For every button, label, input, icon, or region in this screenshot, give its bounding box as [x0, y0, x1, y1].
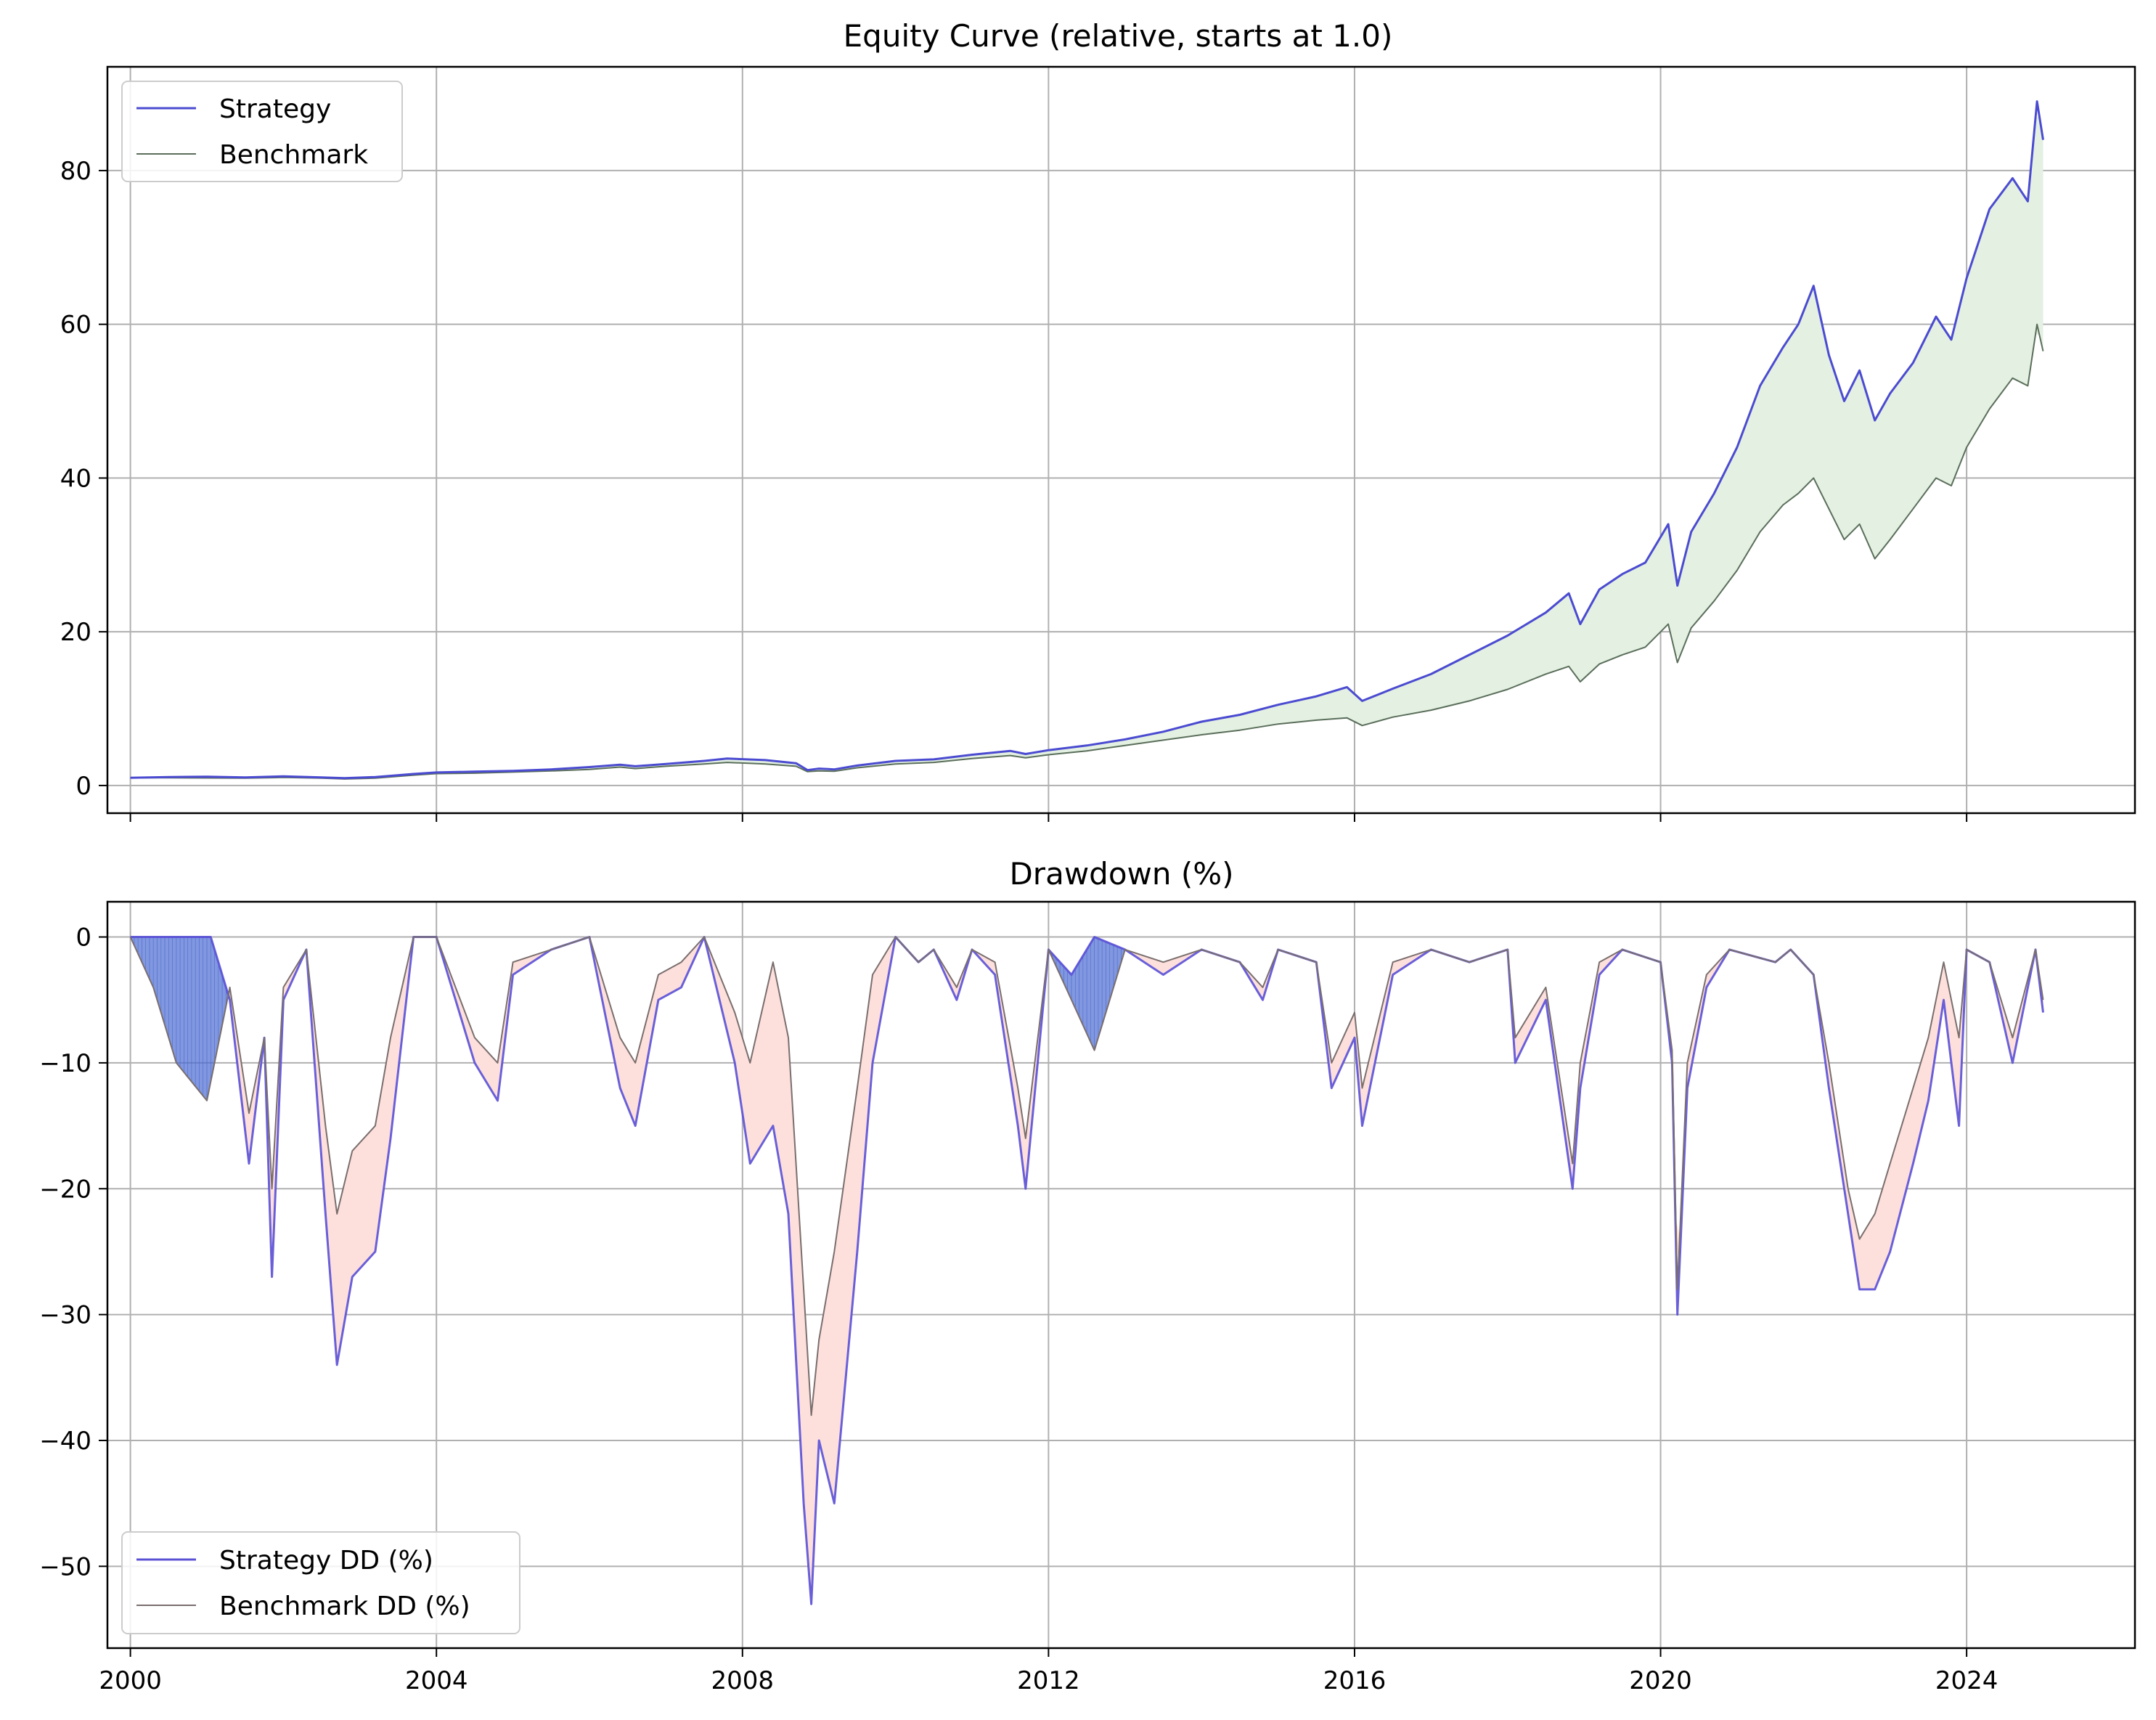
drawdown-difference-fill [661, 970, 666, 998]
drawdown-difference-fill [356, 1141, 361, 1273]
drawdown-difference-fill [761, 995, 766, 1146]
legend-label-benchmark: Benchmark [219, 140, 368, 170]
drawdown-difference-fill [822, 1295, 827, 1472]
legend-label-strategy-dd: Strategy DD (%) [219, 1546, 433, 1576]
drawdown-difference-fill [754, 1029, 759, 1158]
drawdown-difference-fill [164, 937, 169, 1038]
drawdown-difference-fill [1090, 936, 1095, 1051]
drawdown-difference-fill [352, 1146, 356, 1278]
drawdown-difference-fill [187, 937, 192, 1083]
drawdown-x-tick-label: 2004 [405, 1666, 468, 1695]
equity-lines [130, 100, 2044, 780]
drawdown-difference-fill [199, 937, 203, 1097]
drawdown-difference-fill [830, 1251, 835, 1504]
drawdown-x-tick-label: 2024 [1935, 1666, 1998, 1695]
drawdown-difference-fill [367, 1129, 372, 1261]
drawdown-difference-fill [195, 937, 200, 1092]
drawdown-axes-frame [106, 900, 2136, 1650]
equity-legend: Strategy Benchmark [121, 81, 403, 182]
drawdown-x-tick-label: 2008 [711, 1666, 775, 1695]
drawdown-difference-fill [666, 968, 670, 996]
drawdown-difference-fill [658, 972, 663, 1000]
equity-y-tick-label: 20 [60, 618, 91, 647]
drawdown-y-tick-label: −30 [39, 1301, 91, 1330]
drawdown-difference-fill [677, 961, 682, 990]
equity-y-tick-label: 0 [75, 772, 91, 801]
drawdown-difference-fill [673, 963, 678, 993]
drawdown-panel: Drawdown (%) 2000 2004 2008 2012 2016 2020 202… [39, 856, 2136, 1695]
drawdown-difference-fill [371, 1125, 376, 1257]
drawdown-legend: Strategy DD (%) Benchmark DD (%) [121, 1531, 520, 1634]
equity-legend-box [121, 81, 403, 182]
drawdown-difference-fill [363, 1133, 368, 1265]
drawdown-lines [129, 936, 2044, 1605]
drawdown-y-tick-label: −10 [39, 1049, 91, 1078]
equity-curve-title: Equity Curve (relative, starts at 1.0) [844, 18, 1393, 54]
drawdown-ticks: 2000 2004 2008 2012 2016 2020 2024 0 −10 −20 −30 −4… [39, 924, 1998, 1695]
legend-label-strategy: Strategy [219, 94, 331, 124]
equity-axes-frame [106, 65, 2136, 815]
equity-y-tick-label: 60 [60, 311, 91, 340]
drawdown-difference-fill [780, 1000, 785, 1192]
drawdown-difference-fill [1882, 1175, 1887, 1271]
drawdown-difference-fill [191, 937, 196, 1088]
drawdown-grid [107, 902, 2135, 1648]
drawdown-difference-fill [211, 937, 215, 1082]
drawdown-difference-fill [1866, 1219, 1871, 1290]
drawdown-difference-fill [1878, 1189, 1883, 1281]
drawdown-difference-fill [1094, 937, 1099, 1051]
drawdown-y-tick-label: −40 [39, 1427, 91, 1456]
drawdown-difference-fill [1086, 942, 1091, 1043]
drawdown-difference-fill [1863, 1226, 1868, 1290]
drawdown-difference-fill [769, 962, 774, 1133]
drawdown-legend-box [121, 1531, 520, 1634]
drawdown-difference-fill [776, 981, 781, 1170]
drawdown-difference-fill [1874, 1201, 1879, 1290]
drawdown-difference-fill [1871, 1212, 1875, 1290]
equity-y-tick-label: 80 [60, 157, 91, 186]
benchmark-equity-line [130, 323, 2044, 780]
drawdown-difference-fill [1079, 955, 1084, 1026]
drawdown-y-tick-label: −20 [39, 1175, 91, 1204]
strategy-equity-line [130, 100, 2044, 780]
drawdown-difference-fill [168, 937, 173, 1051]
drawdown-difference-fill [1859, 1231, 1864, 1290]
equity-outperformance-fill [130, 115, 2043, 779]
drawdown-title: Drawdown (%) [1009, 856, 1233, 892]
equity-ticks: 0 20 40 60 80 [60, 157, 1968, 822]
drawdown-difference-fill [757, 1012, 762, 1152]
drawdown-difference-fill [826, 1273, 831, 1488]
drawdown-x-tick-label: 2020 [1629, 1666, 1692, 1695]
drawdown-difference-fill [206, 937, 211, 1101]
drawdown-difference-fill [765, 979, 769, 1139]
drawdown-difference-fill [784, 1019, 789, 1214]
benchmark-drawdown-line [129, 936, 2044, 1417]
drawdown-x-tick-label: 2000 [99, 1666, 162, 1695]
drawdown-difference-fill [1886, 1163, 1890, 1262]
drawdown-x-tick-label: 2016 [1323, 1666, 1387, 1695]
drawdown-x-tick-label: 2012 [1017, 1666, 1080, 1695]
equity-y-tick-label: 40 [60, 464, 91, 493]
drawdown-y-tick-label: 0 [75, 924, 91, 953]
drawdown-difference-fill [203, 937, 208, 1101]
drawdown-difference-fill [772, 962, 777, 1148]
equity-fill-between [130, 115, 2043, 779]
legend-label-benchmark-dd: Benchmark DD (%) [219, 1591, 470, 1621]
drawdown-difference-fill [179, 937, 184, 1073]
drawdown-difference-fill [1098, 938, 1103, 1038]
drawdown-y-tick-label: −50 [39, 1552, 91, 1581]
drawdown-difference-fill [176, 937, 181, 1069]
equity-curve-panel: Equity Curve (relative, starts at 1.0) 0… [60, 18, 2136, 822]
drawdown-difference-fill [1082, 948, 1087, 1034]
drawdown-difference-fill [184, 937, 188, 1078]
drawdown-difference-fill [359, 1138, 364, 1269]
drawdown-difference-fill [750, 1046, 754, 1165]
drawdown-difference-fill [669, 966, 674, 995]
drawdown-difference-fill [172, 937, 177, 1063]
drawdown-difference-fill [160, 937, 166, 1025]
